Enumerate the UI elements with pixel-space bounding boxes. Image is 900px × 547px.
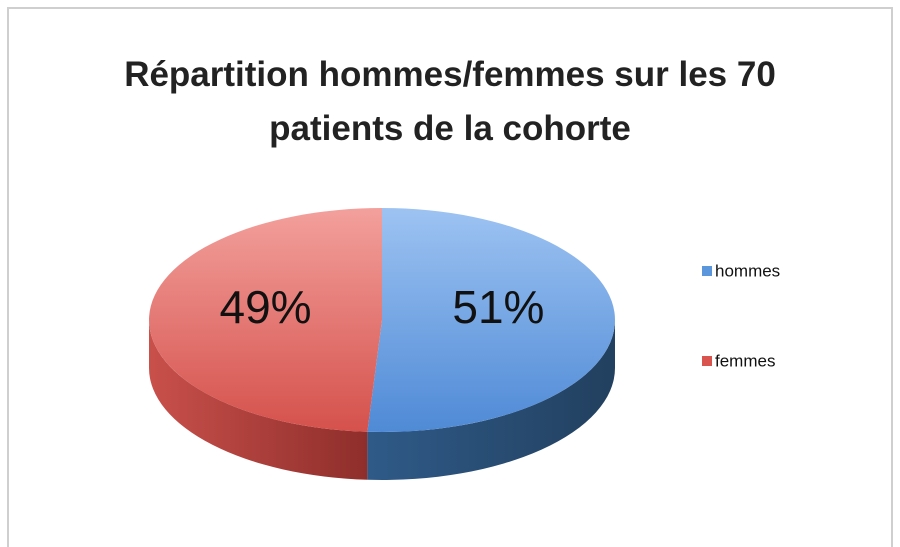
legend-label: femmes — [715, 351, 775, 370]
legend-swatch — [702, 356, 712, 366]
chart-title: Répartition hommes/femmes sur les 70 pat… — [124, 55, 776, 148]
data-label: 51% — [452, 281, 544, 333]
pie-slice — [367, 208, 615, 432]
pie-slice-side — [367, 320, 615, 480]
legend-swatch — [702, 266, 712, 276]
data-label: 49% — [220, 281, 312, 333]
legend-label: hommes — [715, 261, 780, 280]
pie-slice-side — [149, 320, 368, 480]
frame — [7, 7, 893, 547]
pie-slice — [148, 208, 382, 432]
